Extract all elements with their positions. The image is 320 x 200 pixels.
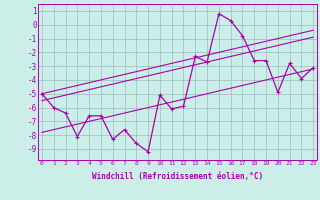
X-axis label: Windchill (Refroidissement éolien,°C): Windchill (Refroidissement éolien,°C)	[92, 172, 263, 181]
